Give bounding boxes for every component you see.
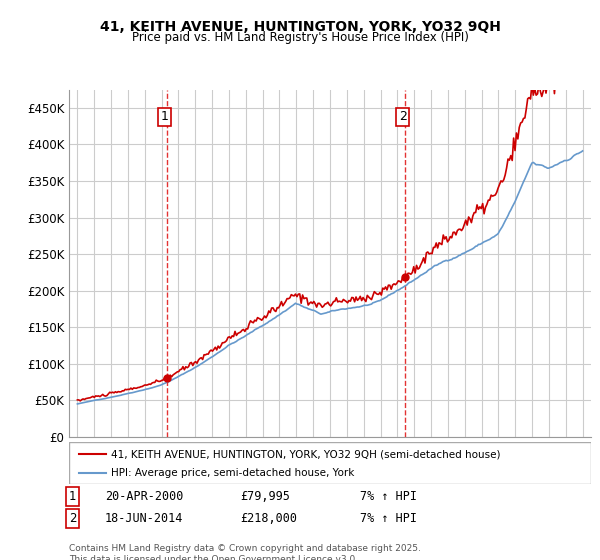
Text: 1: 1 (160, 110, 168, 123)
Text: 2: 2 (398, 110, 407, 123)
Text: 18-JUN-2014: 18-JUN-2014 (105, 512, 184, 525)
Text: 7% ↑ HPI: 7% ↑ HPI (360, 490, 417, 503)
Text: 7% ↑ HPI: 7% ↑ HPI (360, 512, 417, 525)
Text: Contains HM Land Registry data © Crown copyright and database right 2025.
This d: Contains HM Land Registry data © Crown c… (69, 544, 421, 560)
Text: £218,000: £218,000 (240, 512, 297, 525)
Text: 20-APR-2000: 20-APR-2000 (105, 490, 184, 503)
Text: 41, KEITH AVENUE, HUNTINGTON, YORK, YO32 9QH (semi-detached house): 41, KEITH AVENUE, HUNTINGTON, YORK, YO32… (111, 449, 500, 459)
FancyBboxPatch shape (69, 442, 591, 484)
Text: 2: 2 (69, 512, 77, 525)
Text: Price paid vs. HM Land Registry's House Price Index (HPI): Price paid vs. HM Land Registry's House … (131, 31, 469, 44)
Text: £79,995: £79,995 (240, 490, 290, 503)
Text: 1: 1 (69, 490, 77, 503)
Text: HPI: Average price, semi-detached house, York: HPI: Average price, semi-detached house,… (111, 468, 354, 478)
Text: 41, KEITH AVENUE, HUNTINGTON, YORK, YO32 9QH: 41, KEITH AVENUE, HUNTINGTON, YORK, YO32… (100, 20, 500, 34)
